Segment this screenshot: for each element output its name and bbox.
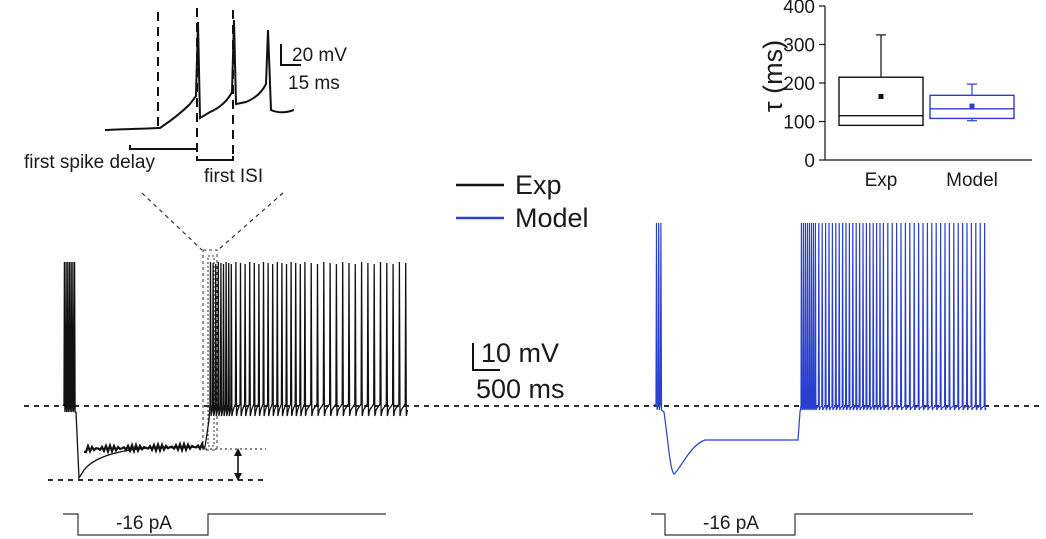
boxplot-y-tick-label: 200 xyxy=(783,74,815,95)
boxplot-x-tick-label: Exp xyxy=(865,170,898,191)
model-trace-path xyxy=(652,222,987,475)
inset-scale-ms-label: 15 ms xyxy=(288,73,340,94)
inset-scale-mv-label: 20 mV xyxy=(292,45,347,66)
box-mean-marker xyxy=(969,103,975,109)
zoom-guide-left xyxy=(141,192,203,251)
boxplot-y-axis-label: τ (ms) xyxy=(758,40,788,112)
legend: Exp Model xyxy=(456,170,589,233)
legend-model-label: Model xyxy=(515,203,589,233)
boxplot-y-tick-label: 300 xyxy=(783,36,815,57)
stimulus-left-step xyxy=(63,513,386,536)
stimulus-left: -16 pA xyxy=(63,513,386,536)
stimulus-right: -16 pA xyxy=(651,513,973,536)
box-mean-marker xyxy=(878,93,884,99)
inset-scale-bar xyxy=(280,44,301,66)
zoom-box-outer xyxy=(202,249,218,451)
boxplot-x-ticks: Exp Model xyxy=(865,170,998,191)
boxplot-y-ticks: 0 100 200 300 400 xyxy=(783,0,825,172)
tau-boxplot: τ (ms) 0 100 200 300 400 Exp Model xyxy=(758,0,1032,191)
first-isi-label: first ISI xyxy=(204,166,263,187)
legend-exp-label: Exp xyxy=(515,170,562,200)
main-scale-mv-label: 10 mV xyxy=(481,338,559,368)
inset-panel: 20 mV 15 ms first spike delay first ISI xyxy=(24,8,347,251)
stimulus-left-label: -16 pA xyxy=(116,513,172,534)
stimulus-right-label: -16 pA xyxy=(703,513,759,534)
main-scale-ms-label: 500 ms xyxy=(476,374,565,404)
main-scale-bar xyxy=(472,343,500,371)
inset-trace xyxy=(104,19,295,131)
zoom-guide-right xyxy=(217,192,284,251)
box-model xyxy=(929,83,1015,122)
stimulus-right-step xyxy=(651,513,973,536)
sag-arrow-head-up xyxy=(234,448,242,456)
boxplot-x-tick-label: Model xyxy=(946,170,998,191)
box-exp xyxy=(838,34,924,127)
sag-arrow-head-down xyxy=(234,473,242,481)
exp-trace-noise xyxy=(84,440,206,455)
exp-voltage-trace xyxy=(62,261,409,481)
boxplot-boxes xyxy=(838,34,1015,127)
boxplot-y-tick-label: 0 xyxy=(804,151,815,172)
box-iqr xyxy=(838,76,924,127)
main-scale: 10 mV 500 ms xyxy=(472,338,565,404)
first-spike-delay-label: first spike delay xyxy=(24,152,155,173)
first-isi-bracket xyxy=(196,156,234,161)
first-spike-delay-bracket xyxy=(129,145,198,150)
boxplot-y-tick-label: 100 xyxy=(783,113,815,134)
model-voltage-trace xyxy=(652,222,987,475)
boxplot-y-tick-label: 400 xyxy=(783,0,815,18)
